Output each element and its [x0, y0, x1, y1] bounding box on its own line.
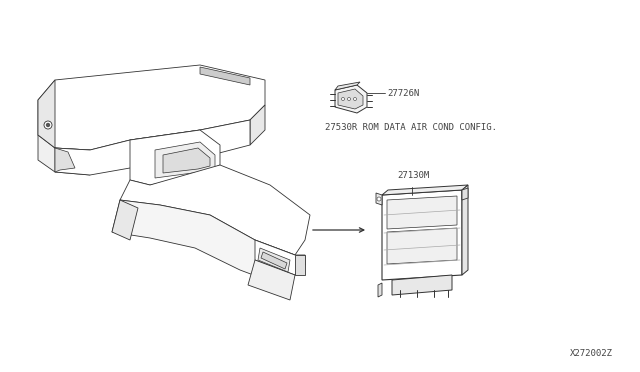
Polygon shape [38, 135, 90, 175]
Text: 27530R ROM DATA AIR COND CONFIG.: 27530R ROM DATA AIR COND CONFIG. [325, 123, 497, 132]
Text: 27726N: 27726N [387, 89, 419, 97]
Polygon shape [462, 185, 468, 275]
Circle shape [377, 197, 381, 201]
Polygon shape [250, 105, 265, 145]
Polygon shape [130, 130, 220, 185]
Polygon shape [248, 260, 295, 300]
Polygon shape [55, 120, 250, 175]
Text: 27130M: 27130M [397, 171, 429, 180]
Circle shape [342, 97, 344, 100]
Polygon shape [55, 148, 75, 172]
Polygon shape [112, 200, 138, 240]
Polygon shape [255, 240, 305, 275]
Polygon shape [378, 283, 382, 297]
Polygon shape [112, 200, 295, 285]
Polygon shape [335, 85, 367, 113]
Polygon shape [335, 82, 360, 90]
Polygon shape [200, 67, 250, 85]
Polygon shape [376, 193, 382, 205]
Polygon shape [338, 89, 363, 109]
Circle shape [44, 121, 52, 129]
Circle shape [47, 124, 49, 126]
Polygon shape [382, 185, 468, 195]
Polygon shape [387, 196, 457, 229]
Circle shape [348, 97, 351, 100]
Circle shape [353, 97, 356, 100]
Polygon shape [120, 165, 310, 255]
Polygon shape [38, 80, 55, 148]
Polygon shape [258, 248, 290, 272]
Polygon shape [387, 228, 457, 264]
Polygon shape [392, 275, 452, 295]
Polygon shape [38, 65, 265, 150]
Polygon shape [295, 255, 305, 275]
Polygon shape [382, 190, 462, 280]
Polygon shape [261, 252, 287, 269]
Text: X272002Z: X272002Z [570, 349, 613, 358]
Polygon shape [155, 142, 215, 178]
Polygon shape [462, 188, 468, 200]
Polygon shape [163, 148, 210, 173]
